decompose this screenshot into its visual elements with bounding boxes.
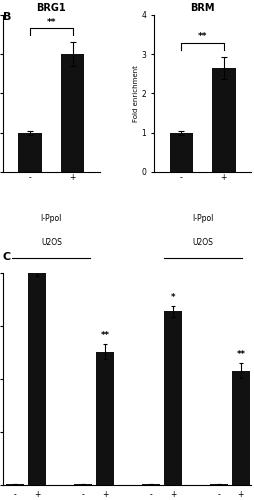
Text: B: B <box>3 12 11 22</box>
Bar <box>170 132 193 172</box>
Text: **: ** <box>100 331 109 340</box>
Text: C: C <box>3 252 11 262</box>
Bar <box>6 484 24 485</box>
Bar <box>74 484 92 485</box>
Bar <box>28 273 46 485</box>
Title: BRG1: BRG1 <box>37 3 66 13</box>
Text: **: ** <box>198 32 208 42</box>
Text: U2OS: U2OS <box>192 238 213 246</box>
Text: *: * <box>171 293 175 302</box>
Bar <box>212 68 235 172</box>
Bar <box>61 54 84 172</box>
Bar <box>96 352 114 485</box>
Bar <box>210 484 228 485</box>
Title: BRM: BRM <box>190 3 215 13</box>
Bar <box>164 312 182 485</box>
Text: U2OS: U2OS <box>41 238 62 246</box>
Bar <box>142 484 160 485</box>
Text: I-PpoI: I-PpoI <box>41 214 62 223</box>
Y-axis label: Fold enrichment: Fold enrichment <box>133 65 138 122</box>
Text: **: ** <box>236 350 245 359</box>
Text: **: ** <box>46 18 56 27</box>
Text: I-PpoI: I-PpoI <box>192 214 213 223</box>
Bar <box>19 132 42 172</box>
Bar <box>232 370 250 485</box>
